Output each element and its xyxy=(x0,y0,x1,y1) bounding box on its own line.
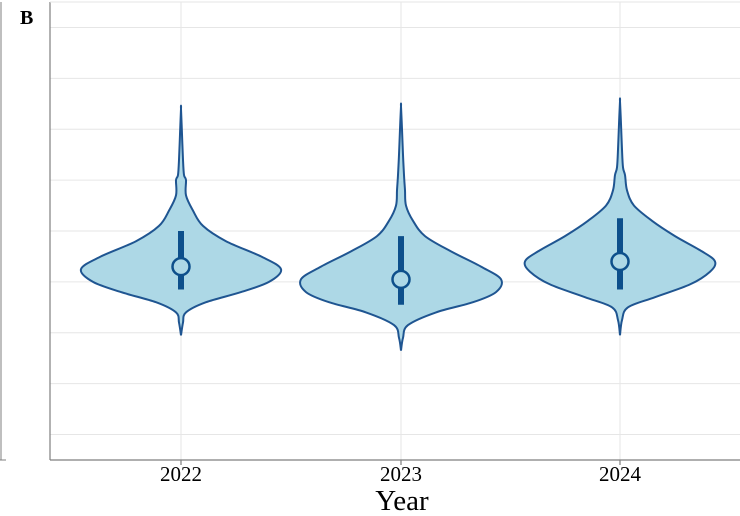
x-tick-labels: 2022 2023 2024 xyxy=(160,462,642,486)
x-tick-label-2023: 2023 xyxy=(380,462,422,486)
median-point-2023 xyxy=(391,269,411,290)
median-point-2022 xyxy=(171,256,191,277)
violin-2024 xyxy=(523,97,717,336)
median-point-2024 xyxy=(610,251,630,272)
x-tick-label-2022: 2022 xyxy=(160,462,202,486)
violins xyxy=(79,97,717,351)
x-tick-label-2024: 2024 xyxy=(599,462,642,486)
x-axis-title: Year xyxy=(375,485,429,516)
panel-label: B xyxy=(20,7,33,29)
axes xyxy=(49,1,740,465)
violin-2022 xyxy=(79,104,283,336)
violin-2023 xyxy=(299,102,503,351)
